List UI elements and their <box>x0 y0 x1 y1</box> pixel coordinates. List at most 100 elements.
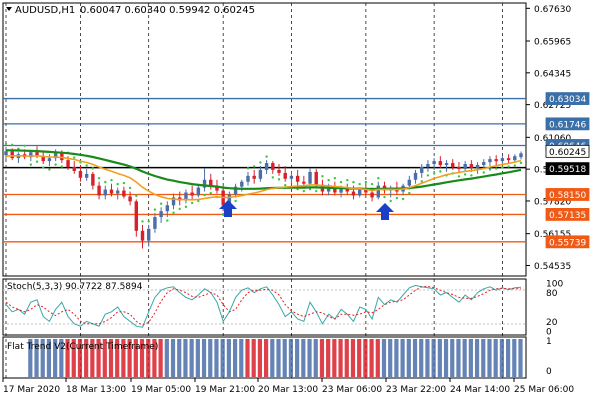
psar-dot <box>259 161 262 164</box>
psar-dot <box>333 176 337 180</box>
price-tag-label: 0.61746 <box>549 120 586 130</box>
candle-body <box>190 192 194 196</box>
trend-bar <box>84 339 89 377</box>
dropdown-triangle-icon[interactable] <box>6 7 12 11</box>
trend-bar <box>239 339 244 377</box>
candle-body <box>457 166 461 169</box>
main-price-panel[interactable] <box>2 2 527 277</box>
candle-body <box>451 163 455 167</box>
candle-body <box>252 175 256 179</box>
psar-dot <box>203 193 206 197</box>
candle-body <box>147 228 151 241</box>
stoch-tick-label: 80 <box>546 289 558 299</box>
ohlc-label: 0.60047 0.60340 0.59942 0.60245 <box>80 5 255 16</box>
psar-dot <box>4 142 8 146</box>
psar-dot <box>513 164 516 167</box>
psar-dot <box>172 211 175 214</box>
psar-dot <box>197 199 200 203</box>
candle-body <box>246 175 250 182</box>
trend-bar <box>133 339 138 377</box>
candle-body <box>258 169 263 179</box>
stoch-signal-line <box>5 285 521 326</box>
trend-bar <box>350 339 356 377</box>
trend-bar <box>400 339 405 377</box>
psar-dot <box>346 178 349 182</box>
psar-dot <box>315 189 318 193</box>
trend-bar <box>158 339 163 377</box>
trend-bar <box>468 339 473 377</box>
trend-bar <box>282 339 287 377</box>
candle-body <box>140 230 145 241</box>
trend-bar <box>183 339 188 377</box>
price-tick-label: 0.57820 <box>534 197 571 207</box>
psar-dot <box>432 172 436 175</box>
trend-bar <box>59 339 64 377</box>
psar-dot <box>494 167 498 170</box>
ma-slow-line <box>6 149 522 191</box>
psar-dot <box>364 180 368 184</box>
trend-bar <box>264 339 269 377</box>
candle-body <box>4 151 8 156</box>
trend-bar <box>313 339 318 377</box>
psar-dot <box>370 182 374 186</box>
trend-panel[interactable] <box>2 336 527 379</box>
price-tick-label: 0.64345 <box>534 69 571 79</box>
psar-dot <box>327 178 330 182</box>
price-tick-label: 0.65965 <box>534 38 571 48</box>
candle-body <box>357 189 362 196</box>
buy-arrow-icon <box>376 203 394 220</box>
trend-bar <box>40 339 45 377</box>
candle-body <box>10 151 14 159</box>
candle-body <box>159 211 163 218</box>
candle-body <box>519 153 523 158</box>
price-tick-label: 0.56155 <box>534 230 571 240</box>
psar-dot <box>420 180 423 183</box>
psar-dot <box>159 202 163 205</box>
trend-bar <box>220 339 225 377</box>
candle-body <box>264 163 269 170</box>
psar-dot <box>60 165 64 168</box>
trend-bar <box>121 339 126 377</box>
psar-dot <box>209 191 212 195</box>
candle-body <box>488 159 492 163</box>
candle-body <box>103 189 107 196</box>
trend-bar <box>326 339 331 377</box>
candle-body <box>475 165 480 168</box>
stoch-panel[interactable] <box>2 278 527 336</box>
trend-tick-label: 0 <box>546 367 552 377</box>
price-tick-label: 0.54535 <box>534 262 571 272</box>
psar-dot <box>401 197 405 201</box>
trend-bar <box>357 339 362 377</box>
psar-dot <box>234 199 237 203</box>
candle-body <box>289 175 294 179</box>
trend-bar <box>375 339 380 377</box>
trend-bar <box>450 339 455 377</box>
price-tag-label: 0.63034 <box>549 95 586 105</box>
time-tick-label: 19 Mar 05:00 <box>131 385 191 395</box>
trend-bar <box>456 339 461 377</box>
trend-bar <box>152 339 157 377</box>
trend-bar <box>189 339 194 377</box>
candle-body <box>165 205 170 212</box>
candle-body <box>420 166 424 173</box>
trend-bar <box>474 339 480 377</box>
psar-dot <box>29 163 33 166</box>
psar-dot <box>178 207 181 211</box>
candle-body <box>482 162 486 166</box>
psar-dot <box>17 147 20 150</box>
trend-bar <box>295 339 300 377</box>
price-axis: 0.676300.659650.643450.627250.610600.594… <box>526 5 571 272</box>
candle-body <box>122 190 126 197</box>
candle-body <box>513 156 517 161</box>
trend-bar <box>28 339 33 377</box>
candle-body <box>171 197 176 206</box>
psar-dot <box>271 176 275 179</box>
trend-bar <box>96 339 101 377</box>
price-tag-box <box>545 162 590 176</box>
candle-body <box>233 186 238 195</box>
candle-body <box>351 191 356 196</box>
trend-bar <box>201 339 207 377</box>
candle-body <box>202 179 207 188</box>
